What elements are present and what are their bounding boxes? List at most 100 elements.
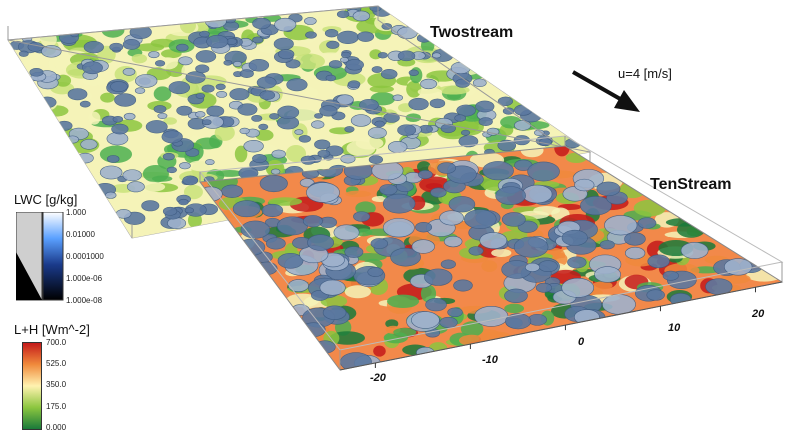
- cloud-blob: [624, 246, 646, 260]
- cloud-blob: [111, 123, 129, 135]
- cloud-blob: [229, 88, 250, 101]
- cloud-blob: [439, 210, 464, 226]
- cloud-blob: [223, 60, 233, 66]
- lwc-tick: 1.000e-08: [66, 296, 103, 305]
- ground-patch: [157, 57, 178, 70]
- cloud-blob: [83, 40, 104, 54]
- lwc-tick: 1.000e-06: [66, 274, 103, 283]
- cloud-blob: [221, 184, 244, 198]
- cloud-blob: [647, 254, 670, 269]
- cloud-blob: [357, 31, 375, 42]
- cloud-blob: [179, 162, 191, 170]
- cloud-blob: [215, 83, 226, 90]
- cloud-blob: [392, 94, 404, 102]
- wind-speed-label: u=4 [m/s]: [618, 66, 672, 81]
- cloud-blob: [168, 81, 191, 95]
- cloud-blob: [148, 51, 160, 59]
- cloud-blob: [367, 127, 387, 139]
- cloud-blob: [317, 149, 331, 158]
- cloud-blob: [448, 196, 476, 213]
- ground-patch: [131, 53, 148, 64]
- cloud-blob: [256, 76, 277, 89]
- twostream-box-edge: [7, 5, 591, 167]
- cloud-blob: [387, 141, 408, 153]
- cloud-blob: [415, 221, 433, 233]
- cloud-blob: [580, 196, 612, 216]
- flux-tick: 700.0: [46, 338, 67, 347]
- ground-patch: [214, 124, 235, 141]
- cloud-blob: [420, 78, 438, 90]
- cloud-blob: [326, 40, 340, 49]
- ground-patch: [481, 260, 498, 273]
- ground-patch: [371, 195, 388, 203]
- cloud-blob: [319, 279, 346, 296]
- ground-patch: [344, 285, 371, 299]
- cloud-blob: [288, 279, 309, 293]
- cloud-blob: [99, 165, 123, 180]
- lwc-tick: 0.01000: [66, 230, 95, 239]
- cloud-blob: [114, 93, 137, 107]
- cloud-blob: [524, 262, 540, 272]
- cloud-blob: [397, 124, 417, 136]
- cloud-blob: [371, 66, 383, 73]
- cloud-blob: [504, 288, 528, 304]
- cloud-blob: [574, 178, 595, 192]
- cloud-blob: [277, 252, 304, 269]
- cloud-blob: [472, 78, 487, 88]
- ground-patch: [393, 327, 417, 337]
- cloud-blob: [604, 215, 638, 236]
- ground-patch: [437, 85, 470, 95]
- cloud-blob: [521, 184, 553, 204]
- cloud-blob: [195, 64, 210, 74]
- cloud-blob: [514, 120, 532, 131]
- ground-patch: [369, 85, 394, 93]
- cloud-blob: [252, 153, 267, 164]
- ground-patch: [255, 129, 274, 141]
- cloud-blob: [380, 68, 398, 80]
- cloud-blob: [319, 105, 338, 117]
- flux-legend-title: L+H [Wm^-2]: [14, 322, 90, 337]
- cloud-blob: [561, 277, 595, 298]
- cloud-blob: [134, 87, 146, 94]
- ground-patch: [179, 17, 196, 34]
- ground-patch: [417, 161, 431, 173]
- cloud-blob: [440, 259, 456, 269]
- ground-patch: [135, 43, 165, 52]
- cloud-blob: [411, 239, 435, 254]
- cloud-blob: [662, 270, 679, 281]
- cloud-blob: [167, 217, 187, 230]
- cloud-blob: [418, 170, 433, 180]
- cloud-blob: [201, 84, 215, 93]
- ground-patch: [355, 228, 373, 237]
- cloud-blob: [79, 100, 91, 108]
- cloud-blob: [304, 17, 317, 25]
- cloud-blob: [397, 26, 418, 40]
- cloud-blob: [141, 200, 160, 212]
- cloud-blob: [314, 139, 331, 150]
- cloud-blob: [347, 80, 361, 89]
- ground-patch: [386, 294, 420, 309]
- cloud-blob: [455, 78, 471, 88]
- cloud-blob: [216, 90, 228, 98]
- cloud-blob: [383, 112, 400, 123]
- cloud-blob: [411, 311, 440, 329]
- cloud-blob: [314, 340, 336, 354]
- cloud-blob: [314, 113, 324, 119]
- cloud-blob: [468, 246, 484, 256]
- cloud-blob: [259, 174, 288, 193]
- cloud-blob: [162, 206, 178, 216]
- cloud-blob: [135, 74, 158, 88]
- ground-patch: [504, 303, 525, 314]
- cloud-blob: [305, 31, 317, 39]
- cloud-blob: [265, 237, 286, 250]
- cloud-blob: [145, 120, 168, 134]
- cloud-blob: [596, 181, 621, 197]
- cloud-blob: [157, 112, 168, 119]
- cloud-blob: [206, 105, 225, 117]
- cloud-blob: [602, 294, 636, 315]
- cloud-blob: [195, 111, 206, 118]
- cloud-blob: [27, 42, 44, 52]
- cloud-blob: [424, 268, 453, 286]
- cloud-blob: [184, 207, 195, 214]
- cloud-blob: [495, 186, 526, 205]
